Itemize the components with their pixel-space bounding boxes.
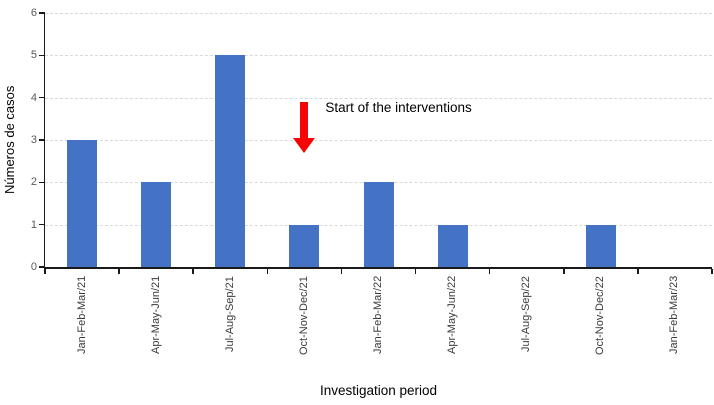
x-axis-tick: [637, 268, 639, 274]
y-axis-tick: [38, 139, 45, 141]
x-axis-line: [43, 267, 712, 269]
y-axis-tick: [38, 223, 45, 226]
y-axis-tick: [38, 54, 45, 57]
x-tick-label: Jan-Feb-Mar/21: [75, 276, 88, 355]
y-tick-label: 1: [30, 218, 37, 231]
x-tick-label: Apr-May-Jun/21: [149, 276, 162, 355]
x-tick-label: Jan-Feb-Mar/23: [668, 276, 681, 355]
x-tick-label: Oct-Nov-Dec/22: [594, 276, 607, 355]
x-tick-label: Apr-May-Jun/22: [446, 276, 459, 355]
x-axis-tick: [340, 268, 343, 274]
bar: [585, 224, 616, 267]
x-axis-title: Investigation period: [319, 383, 438, 398]
x-tick-label: Jan-Feb-Mar/22: [372, 276, 384, 355]
x-axis-tick: [118, 268, 120, 274]
y-tick-label: 5: [30, 49, 37, 62]
y-tick-label: 0: [30, 261, 37, 273]
x-axis-tick: [266, 268, 269, 274]
x-axis-tick: [488, 268, 491, 274]
gridline: [45, 13, 712, 14]
bar: [437, 224, 468, 267]
annotation-text: Start of the interventions: [325, 100, 472, 115]
y-axis-tick: [38, 266, 45, 268]
x-axis-tick: [414, 268, 417, 274]
gridline: [45, 55, 712, 57]
y-axis-tick: [38, 96, 45, 99]
bar: [363, 182, 394, 267]
intervention-arrow-icon: [293, 102, 316, 153]
y-tick-label: 3: [30, 134, 37, 146]
bar: [215, 55, 246, 267]
x-tick-label: Jul-Aug-Sep/22: [520, 276, 533, 352]
x-axis-tick: [44, 268, 46, 274]
y-axis-tick: [38, 12, 45, 14]
gridline: [45, 140, 712, 141]
x-axis-tick: [711, 268, 713, 274]
x-axis-tick: [192, 268, 194, 274]
y-tick-label: 4: [30, 91, 37, 104]
bar: [67, 140, 98, 267]
gridline: [45, 97, 712, 99]
x-tick-label: Jul-Aug-Sep/21: [223, 276, 236, 352]
x-tick-label: Oct-Nov-Dec/21: [297, 276, 310, 355]
x-axis-tick: [563, 268, 565, 274]
bar: [141, 182, 172, 267]
bar: [289, 224, 320, 267]
y-axis-line: [43, 13, 45, 267]
y-axis-tick: [38, 181, 45, 184]
y-tick-label: 2: [30, 176, 37, 189]
y-tick-label: 6: [30, 7, 37, 19]
